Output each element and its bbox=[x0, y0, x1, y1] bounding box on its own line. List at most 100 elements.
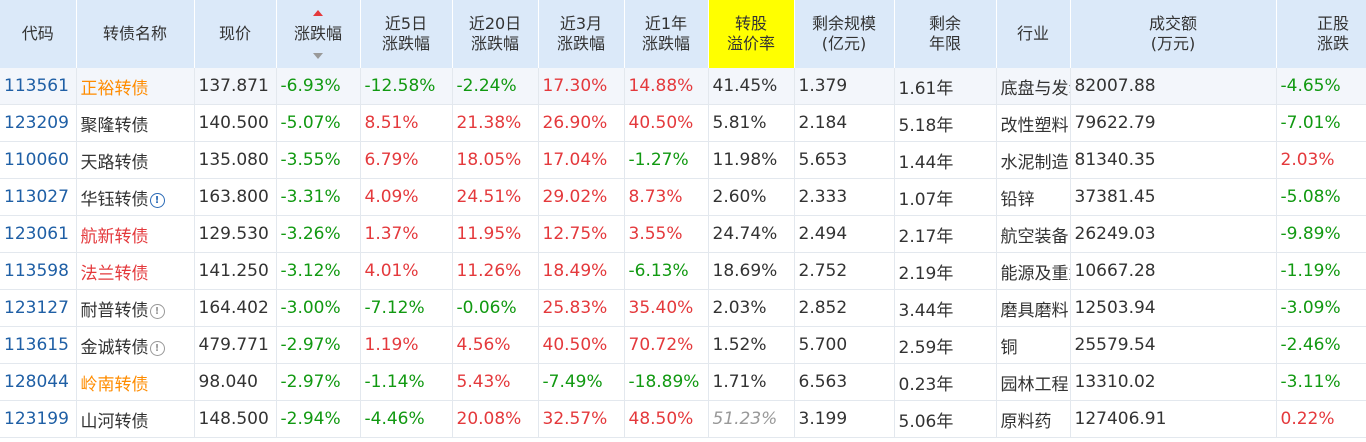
table-row[interactable]: 123209 聚隆转债 140.500 -5.07% 8.51% 21.38% … bbox=[0, 104, 1366, 142]
bond-code-link[interactable]: 123127 bbox=[0, 289, 77, 327]
bond-code-link[interactable]: 113598 bbox=[0, 252, 77, 290]
bond-name-link[interactable]: 山河转债 bbox=[76, 400, 195, 438]
bond-name-cell[interactable]: 华钰转债! bbox=[76, 178, 195, 216]
info-icon[interactable]: ! bbox=[149, 192, 165, 208]
table-row[interactable]: 123127 耐普转债! 164.402 -3.00% -7.12% -0.06… bbox=[0, 289, 1366, 327]
table-row[interactable]: 113027 华钰转债! 163.800 -3.31% 4.09% 24.51%… bbox=[0, 178, 1366, 216]
stock-change-cell: -9.89% bbox=[1276, 215, 1366, 253]
change-1y-cell: 14.88% bbox=[624, 68, 709, 105]
table-header-row: 代码 转债名称 现价 涨跌幅 近5日 涨跌幅 近20日 涨跌幅 近3月 涨跌幅 近1年… bbox=[0, 0, 1366, 68]
bond-name-link[interactable]: 法兰转债 bbox=[76, 252, 195, 290]
change-20d-cell: 11.26% bbox=[452, 252, 539, 290]
change-5d-cell: 8.51% bbox=[360, 104, 453, 142]
years-cell: 1.07年 bbox=[894, 178, 997, 216]
volume-cell: 79622.79 bbox=[1070, 104, 1277, 142]
bond-code-link[interactable]: 123209 bbox=[0, 104, 77, 142]
bond-name-link[interactable]: 航新转债 bbox=[76, 215, 195, 253]
bond-name-cell[interactable]: 金诚转债! bbox=[76, 326, 195, 364]
header-stock-change[interactable]: 正股 涨跌 bbox=[1276, 0, 1366, 68]
table-row[interactable]: 110060 天路转债 135.080 -3.55% 6.79% 18.05% … bbox=[0, 141, 1366, 179]
bond-name-link[interactable]: 华钰转债 bbox=[80, 189, 149, 210]
premium-cell: 1.52% bbox=[708, 326, 795, 364]
bond-code-link[interactable]: 113561 bbox=[0, 68, 77, 105]
bond-name-link[interactable]: 耐普转债 bbox=[80, 300, 149, 321]
stock-change-cell: -3.09% bbox=[1276, 289, 1366, 327]
table-row[interactable]: 123199 山河转债 148.500 -2.94% -4.46% 20.08%… bbox=[0, 400, 1366, 438]
volume-cell: 127406.91 bbox=[1070, 400, 1277, 438]
volume-cell: 37381.45 bbox=[1070, 178, 1277, 216]
change-20d-cell: 21.38% bbox=[452, 104, 539, 142]
industry-cell: 铅锌 bbox=[996, 178, 1071, 216]
bond-name-link[interactable]: 聚隆转债 bbox=[76, 104, 195, 142]
price-cell: 98.040 bbox=[194, 363, 277, 401]
table-row[interactable]: 128044 岭南转债 98.040 -2.97% -1.14% 5.43% -… bbox=[0, 363, 1366, 401]
bond-code-link[interactable]: 128044 bbox=[0, 363, 77, 401]
premium-cell: 11.98% bbox=[708, 141, 795, 179]
change-20d-cell: 20.08% bbox=[452, 400, 539, 438]
change-1y-cell: 35.40% bbox=[624, 289, 709, 327]
header-remaining-years[interactable]: 剩余 年限 bbox=[894, 0, 997, 68]
bond-name-cell[interactable]: 耐普转债! bbox=[76, 289, 195, 327]
years-cell: 0.23年 bbox=[894, 363, 997, 401]
bond-code-link[interactable]: 110060 bbox=[0, 141, 77, 179]
header-code[interactable]: 代码 bbox=[0, 0, 77, 68]
price-cell: 129.530 bbox=[194, 215, 277, 253]
bond-name-link[interactable]: 岭南转债 bbox=[76, 363, 195, 401]
change-cell: -3.55% bbox=[276, 141, 361, 179]
price-cell: 141.250 bbox=[194, 252, 277, 290]
change-20d-cell: -2.24% bbox=[452, 68, 539, 105]
price-cell: 140.500 bbox=[194, 104, 277, 142]
change-20d-cell: 4.56% bbox=[452, 326, 539, 364]
change-5d-cell: -12.58% bbox=[360, 68, 453, 105]
change-1y-cell: -1.27% bbox=[624, 141, 709, 179]
info-icon[interactable]: ! bbox=[149, 340, 165, 356]
premium-cell: 51.23% bbox=[708, 400, 795, 438]
stock-change-cell: -3.11% bbox=[1276, 363, 1366, 401]
header-change[interactable]: 涨跌幅 bbox=[276, 0, 361, 68]
scale-cell: 3.199 bbox=[794, 400, 895, 438]
years-cell: 2.17年 bbox=[894, 215, 997, 253]
sort-asc-icon[interactable] bbox=[313, 10, 323, 16]
bond-name-link[interactable]: 金诚转债 bbox=[80, 337, 149, 358]
change-1y-cell: 3.55% bbox=[624, 215, 709, 253]
bond-code-link[interactable]: 113615 bbox=[0, 326, 77, 364]
change-3m-cell: -7.49% bbox=[538, 363, 625, 401]
bond-code-link[interactable]: 113027 bbox=[0, 178, 77, 216]
table-row[interactable]: 113615 金诚转债! 479.771 -2.97% 1.19% 4.56% … bbox=[0, 326, 1366, 364]
bond-name-link[interactable]: 正裕转债 bbox=[76, 68, 195, 105]
sort-desc-icon[interactable] bbox=[313, 53, 323, 59]
price-cell: 148.500 bbox=[194, 400, 277, 438]
change-20d-cell: -0.06% bbox=[452, 289, 539, 327]
stock-change-cell: -2.46% bbox=[1276, 326, 1366, 364]
price-cell: 137.871 bbox=[194, 68, 277, 105]
years-cell: 5.18年 bbox=[894, 104, 997, 142]
header-price[interactable]: 现价 bbox=[194, 0, 277, 68]
table-row[interactable]: 123061 航新转债 129.530 -3.26% 1.37% 11.95% … bbox=[0, 215, 1366, 253]
table-row[interactable]: 113561 正裕转债 137.871 -6.93% -12.58% -2.24… bbox=[0, 68, 1366, 105]
header-name[interactable]: 转债名称 bbox=[76, 0, 195, 68]
header-change-3m[interactable]: 近3月 涨跌幅 bbox=[538, 0, 625, 68]
stock-change-cell: -5.08% bbox=[1276, 178, 1366, 216]
header-industry[interactable]: 行业 bbox=[996, 0, 1071, 68]
scale-cell: 1.379 bbox=[794, 68, 895, 105]
change-5d-cell: 4.01% bbox=[360, 252, 453, 290]
table-row[interactable]: 113598 法兰转债 141.250 -3.12% 4.01% 11.26% … bbox=[0, 252, 1366, 290]
bond-code-link[interactable]: 123199 bbox=[0, 400, 77, 438]
header-volume[interactable]: 成交额 (万元) bbox=[1070, 0, 1277, 68]
volume-cell: 26249.03 bbox=[1070, 215, 1277, 253]
header-premium[interactable]: 转股 溢价率 bbox=[708, 0, 795, 68]
info-icon[interactable]: ! bbox=[149, 303, 165, 319]
scale-cell: 5.700 bbox=[794, 326, 895, 364]
bond-name-link[interactable]: 天路转债 bbox=[76, 141, 195, 179]
price-cell: 163.800 bbox=[194, 178, 277, 216]
change-1y-cell: 48.50% bbox=[624, 400, 709, 438]
bond-code-link[interactable]: 123061 bbox=[0, 215, 77, 253]
stock-change-cell: 0.22% bbox=[1276, 400, 1366, 438]
header-change-1y[interactable]: 近1年 涨跌幅 bbox=[624, 0, 709, 68]
header-change-5d[interactable]: 近5日 涨跌幅 bbox=[360, 0, 453, 68]
header-scale[interactable]: 剩余规模 (亿元) bbox=[794, 0, 895, 68]
header-change-20d[interactable]: 近20日 涨跌幅 bbox=[452, 0, 539, 68]
industry-cell: 原料药 bbox=[996, 400, 1071, 438]
volume-cell: 82007.88 bbox=[1070, 68, 1277, 105]
